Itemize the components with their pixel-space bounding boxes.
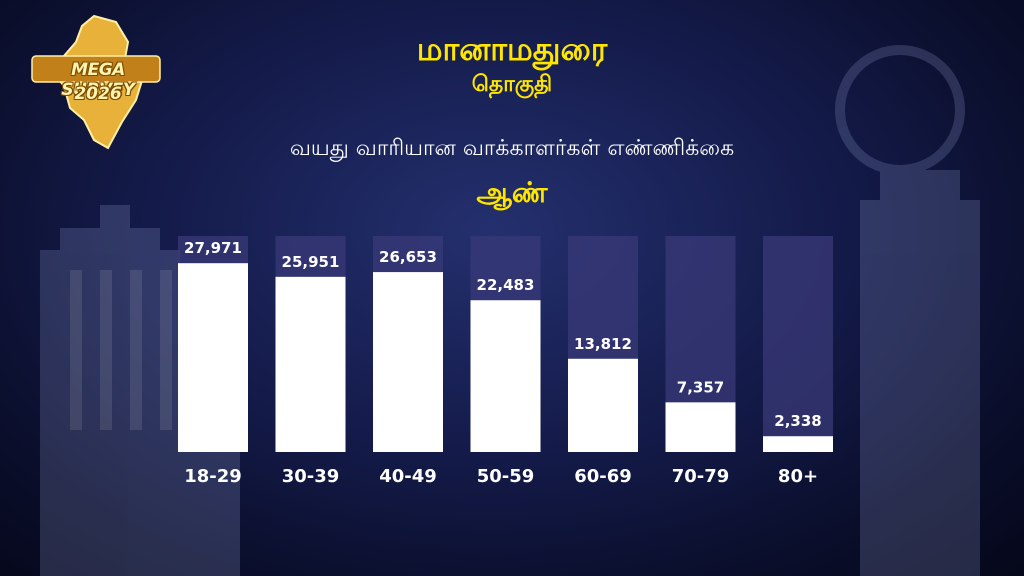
category-label-18-29: 18-29 bbox=[184, 466, 242, 487]
bar-30-39 bbox=[275, 276, 346, 452]
value-label-60-69: 13,812 bbox=[574, 335, 632, 353]
category-label-60-69: 60-69 bbox=[574, 466, 632, 487]
value-label-40-49: 26,653 bbox=[379, 248, 437, 266]
value-label-70-79: 7,357 bbox=[677, 378, 724, 396]
tamil-nadu-map-icon bbox=[31, 14, 161, 150]
bar-40-49 bbox=[373, 272, 443, 452]
mega-survey-logo: MEGA SURVEY 2026 bbox=[24, 12, 164, 152]
category-label-30-39: 30-39 bbox=[282, 466, 340, 487]
category-label-40-49: 40-49 bbox=[379, 466, 437, 487]
bar-track-80+ bbox=[763, 236, 833, 452]
category-label-50-59: 50-59 bbox=[477, 466, 535, 487]
bar-70-79 bbox=[665, 402, 736, 452]
bar-18-29 bbox=[178, 263, 248, 452]
page-title: மானாமதுரை bbox=[416, 30, 608, 68]
logo-text: MEGA SURVEY bbox=[61, 60, 135, 100]
value-label-80+: 2,338 bbox=[774, 412, 821, 430]
value-label-50-59: 22,483 bbox=[477, 276, 535, 294]
bar-60-69 bbox=[568, 358, 638, 452]
chart-title: வயது வாரியான வாக்காளர்கள் எண்ணிக்கை bbox=[289, 136, 735, 161]
bar-80+ bbox=[763, 436, 833, 452]
category-label-80+: 80+ bbox=[778, 466, 818, 487]
category-label-70-79: 70-79 bbox=[672, 466, 730, 487]
series-label: ஆண் bbox=[476, 176, 548, 209]
value-label-30-39: 25,951 bbox=[282, 253, 340, 271]
bar-50-59 bbox=[470, 300, 541, 452]
value-label-18-29: 27,971 bbox=[184, 239, 242, 257]
logo-year: 2026 bbox=[74, 84, 122, 104]
page-subtitle: தொகுதி bbox=[471, 72, 553, 97]
